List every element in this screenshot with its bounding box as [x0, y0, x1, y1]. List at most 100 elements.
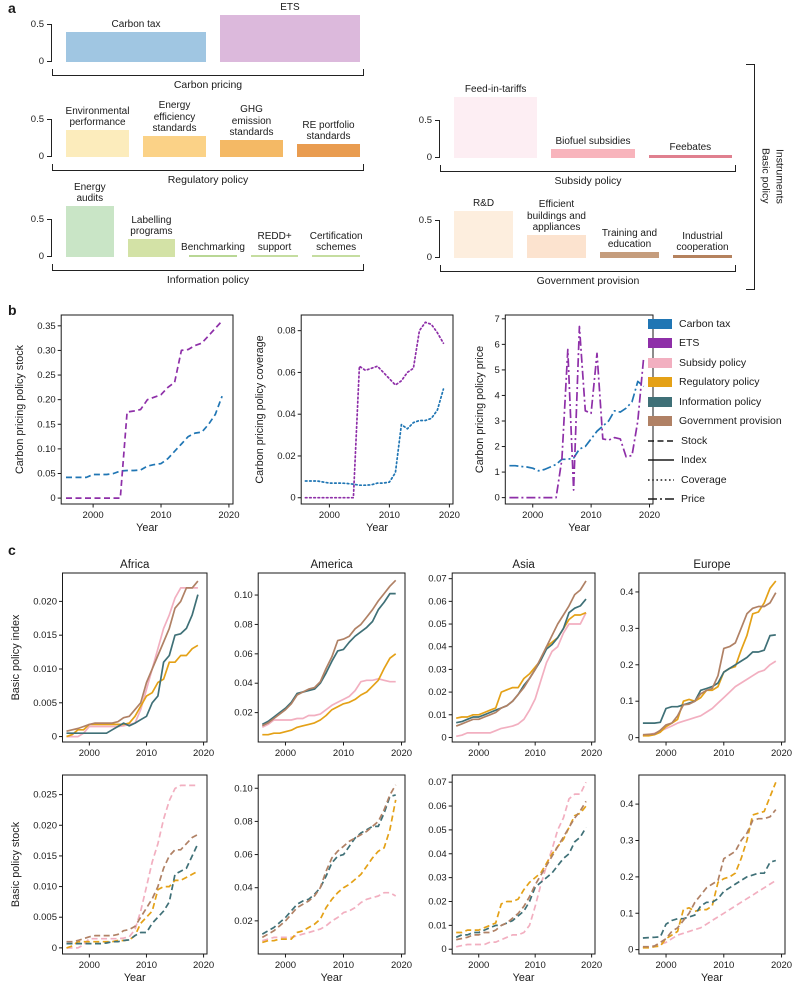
group-bracket [52, 264, 364, 271]
svg-text:2010: 2010 [525, 960, 546, 971]
bar-feebates [648, 155, 732, 158]
axis-tick-top: 0.5 [30, 214, 44, 225]
svg-text:0.04: 0.04 [234, 883, 253, 894]
series-information-policy [642, 859, 777, 939]
svg-text:0.1: 0.1 [620, 696, 633, 707]
legend-row-ets: ETS [648, 334, 798, 354]
svg-text:2010: 2010 [713, 960, 734, 971]
bar-label: Efficient buildings and appliances [527, 199, 586, 233]
svg-text:2010: 2010 [713, 748, 734, 759]
bar-item: Training and education [600, 228, 659, 258]
policy-group-government-provision: 0.5 0 R&D Efficient buildings and appliance… [414, 196, 736, 287]
chart-europe-basic-policy-stock: 0 0.1 0.2 0.3 0.4 2000 2010 2020 Year [608, 768, 792, 988]
mini-y-axis: 0.5 0 [414, 215, 440, 263]
svg-text:0.25: 0.25 [37, 370, 56, 381]
svg-text:0: 0 [441, 944, 446, 955]
chart-europe-basic-policy-index: 0 0.1 0.2 0.3 0.4 2000 2010 2020 Europe [608, 556, 792, 762]
legend-label: ETS [679, 337, 700, 350]
bar-label: Benchmarking [181, 241, 245, 253]
chart-title: America [311, 559, 354, 571]
svg-text:2000: 2000 [275, 748, 296, 759]
svg-text:2000: 2000 [655, 960, 676, 971]
series-information-policy [66, 843, 199, 945]
series-subsidy-policy [642, 660, 777, 737]
svg-text:2000: 2000 [79, 748, 100, 759]
series-carbon-tax [66, 395, 223, 479]
bar-benchmarking [189, 255, 237, 257]
series-government-provision [66, 833, 199, 943]
svg-text:0.05: 0.05 [428, 619, 447, 630]
svg-text:2010: 2010 [150, 510, 171, 521]
svg-text:0.02: 0.02 [428, 687, 447, 698]
bar-item: RE portfolio standards [297, 120, 360, 157]
chart-title: Europe [693, 559, 730, 571]
series-ets [66, 320, 223, 499]
bar-item: Benchmarking [181, 242, 245, 257]
series-information-policy [66, 594, 199, 735]
bar-item: Energy audits [66, 182, 114, 257]
svg-text:2020: 2020 [439, 510, 460, 521]
axis-tick-bottom: 0 [38, 56, 44, 67]
bars-row: 0.5 0 Carbon tax ETS [26, 2, 364, 67]
svg-text:0.020: 0.020 [33, 820, 57, 831]
svg-text:6: 6 [495, 339, 500, 350]
bar-efficient-buildings-and-appliances [527, 235, 586, 258]
series-subsidy-policy [261, 677, 396, 729]
bar-item: Environmental performance [66, 106, 129, 157]
bar-item: Carbon tax [66, 19, 206, 62]
series-government-provision [642, 592, 777, 736]
series-subsidy-policy [456, 781, 587, 948]
bar-industrial-cooperation [673, 255, 732, 258]
bar-item: GHG emission standards [220, 104, 283, 157]
bar-label: RE portfolio standards [302, 119, 355, 142]
bars-row: 0.5 0 R&D Efficient buildings and appliance… [414, 196, 736, 263]
x-axis-label: Year [136, 522, 158, 534]
svg-text:0: 0 [495, 493, 500, 504]
basic-policy-instruments-bracket [746, 64, 755, 290]
svg-text:2020: 2020 [193, 960, 214, 971]
side-label-line2: Instruments [773, 148, 786, 204]
chart-africa-basic-policy-index: 0 0.005 0.010 0.015 0.020 2000 2010 2020 Basic p… [8, 556, 214, 762]
svg-text:0: 0 [628, 945, 633, 956]
chart-title: Africa [120, 559, 150, 571]
bar-biofuel-subsidies [551, 149, 635, 158]
svg-text:0: 0 [628, 733, 633, 744]
legend-row-information-policy: Information policy [648, 392, 798, 412]
svg-text:0.02: 0.02 [428, 896, 447, 907]
bar-labelling-programs [127, 239, 176, 257]
series-information-policy [455, 827, 587, 939]
series-subsidy-policy [262, 891, 397, 942]
bar-label: Feed-in-tariffs [464, 83, 527, 95]
axis-line [47, 24, 52, 62]
legend-label: Regulatory policy [679, 376, 760, 389]
series-regulatory-policy [262, 653, 397, 736]
legend-label: Carbon tax [679, 317, 731, 330]
svg-text:0.10: 0.10 [234, 783, 253, 794]
bar-environmental-performance [66, 130, 129, 157]
svg-text:2010: 2010 [379, 510, 400, 521]
svg-text:0.2: 0.2 [620, 872, 633, 883]
series-carbon-tax [509, 380, 645, 472]
bar-feed-in-tariffs [454, 97, 538, 158]
svg-text:0.06: 0.06 [234, 850, 253, 861]
svg-text:0.01: 0.01 [428, 920, 447, 931]
svg-text:2020: 2020 [218, 510, 239, 521]
svg-text:0.2: 0.2 [620, 660, 633, 671]
svg-text:0.10: 0.10 [234, 590, 253, 601]
legend-label: Stock [681, 434, 708, 447]
svg-text:3: 3 [495, 416, 500, 427]
legend-color-swatch [648, 416, 672, 427]
bar-certification-schemes [312, 255, 360, 257]
legend-color-swatch [648, 338, 672, 349]
svg-text:0.15: 0.15 [37, 419, 56, 430]
group-bracket [440, 265, 736, 272]
mini-y-axis: 0.5 0 [26, 114, 52, 162]
series-information-policy [642, 634, 776, 724]
chart-asia-basic-policy-index: 0 0.01 0.02 0.03 0.04 0.05 0.06 0.07 2000 2010 202… [416, 556, 602, 762]
legend: Carbon tax ETS Subsidy policy Regulatory po… [648, 314, 798, 509]
svg-text:0.01: 0.01 [428, 710, 447, 721]
chart-svg-carbon-price: 0 1 2 3 4 5 6 7 2000 2010 2020 Carbon pricing polic… [474, 314, 660, 534]
svg-text:0.06: 0.06 [234, 649, 253, 660]
legend-label: Coverage [681, 473, 727, 486]
y-axis-label: Carbon pricing policy coverage [254, 335, 266, 483]
